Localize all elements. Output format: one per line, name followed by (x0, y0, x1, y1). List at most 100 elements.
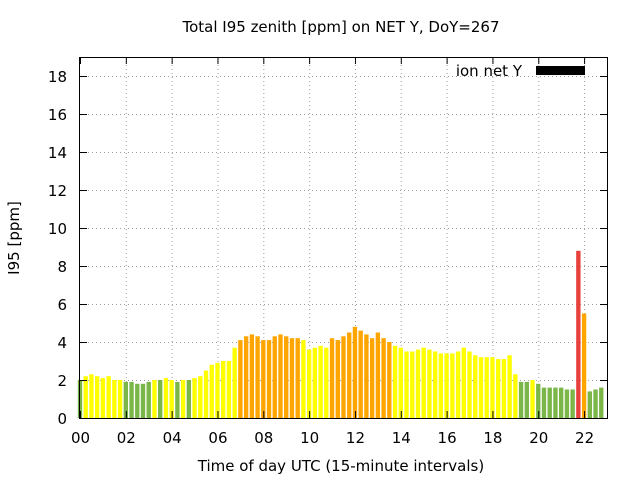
bar (524, 381, 529, 418)
bar (89, 374, 94, 418)
y-tick-label: 14 (48, 144, 67, 162)
x-tick-label: 10 (300, 429, 319, 447)
bars (77, 250, 604, 418)
bar (576, 250, 581, 418)
x-tick-labels: 00 02 04 06 08 10 12 14 16 18 20 22 (71, 429, 594, 447)
bar (175, 381, 180, 418)
y-axis-label: I95 [ppm] (5, 201, 23, 275)
bar (530, 380, 535, 418)
bar (186, 380, 192, 418)
bar (375, 332, 381, 418)
bar (369, 338, 375, 418)
bar (444, 353, 449, 418)
x-tick-label: 20 (529, 429, 548, 447)
bar (100, 378, 106, 418)
bar (301, 340, 306, 418)
y-tick-labels: 0 2 4 6 8 10 12 14 16 18 (48, 68, 67, 428)
bar (278, 334, 283, 418)
bar (599, 387, 604, 418)
bar (152, 380, 157, 418)
legend-label: ion net Y (456, 62, 523, 80)
bar (581, 313, 587, 418)
bar (312, 347, 318, 418)
bar (324, 347, 329, 418)
y-tick-label: 2 (57, 372, 67, 390)
x-tick-label: 18 (483, 429, 502, 447)
bar (461, 347, 466, 418)
x-tick-label: 04 (163, 429, 182, 447)
bar (215, 362, 220, 418)
bar (266, 340, 272, 418)
bar (221, 361, 226, 418)
bar (135, 383, 140, 418)
bar (490, 357, 495, 418)
bar (318, 345, 323, 418)
bar (421, 347, 426, 418)
bar (226, 361, 232, 418)
bar (358, 330, 363, 418)
bar (547, 387, 552, 418)
bar (410, 351, 415, 418)
chart-title: Total I95 zenith [ppm] on NET Y, DoY=267 (181, 18, 499, 36)
bar (95, 376, 100, 418)
bar (484, 357, 489, 418)
bar (146, 381, 151, 418)
y-tick-label: 6 (57, 296, 67, 314)
plot-frame (79, 57, 608, 419)
bar (478, 357, 484, 418)
bar (209, 364, 214, 418)
bar (570, 389, 575, 418)
bar (513, 374, 518, 418)
bar (83, 376, 88, 418)
bar (249, 334, 255, 418)
bar (203, 370, 209, 418)
legend-swatch (536, 66, 585, 75)
bar (450, 353, 455, 418)
bar (106, 376, 111, 418)
y-tick-label: 4 (57, 334, 67, 352)
bar (518, 381, 524, 418)
bar (255, 336, 260, 418)
bar (158, 380, 163, 418)
x-tick-label: 12 (346, 429, 365, 447)
x-tick-label: 14 (392, 429, 411, 447)
bar (129, 381, 134, 418)
axis-ticks (80, 57, 607, 419)
bar (404, 351, 409, 418)
bar (438, 353, 444, 418)
bar (198, 376, 203, 418)
bar (341, 336, 346, 418)
bar (117, 380, 123, 418)
bar (352, 326, 358, 418)
bar (455, 351, 461, 418)
bar (467, 351, 472, 418)
bar (192, 378, 197, 418)
bar (284, 336, 289, 418)
bar (415, 349, 421, 418)
bar (398, 347, 403, 418)
bar (238, 340, 243, 418)
y-tick-label: 8 (57, 258, 67, 276)
bar (536, 383, 541, 418)
x-tick-label: 02 (117, 429, 136, 447)
bar (243, 336, 249, 418)
bar (541, 387, 547, 418)
bar (163, 378, 169, 418)
bar (335, 340, 340, 418)
bar (593, 389, 598, 418)
bar (559, 387, 564, 418)
x-axis-label: Time of day UTC (15-minute intervals) (197, 457, 484, 475)
bar (112, 380, 117, 418)
bar (232, 347, 237, 418)
bar (432, 351, 438, 418)
bar (123, 381, 128, 418)
bar (364, 334, 369, 418)
bar (427, 349, 432, 418)
grid-lines (80, 57, 607, 418)
bar (381, 338, 386, 418)
y-tick-label: 12 (48, 182, 67, 200)
y-tick-label: 10 (48, 220, 67, 238)
bar (587, 391, 592, 418)
bar (289, 338, 295, 418)
